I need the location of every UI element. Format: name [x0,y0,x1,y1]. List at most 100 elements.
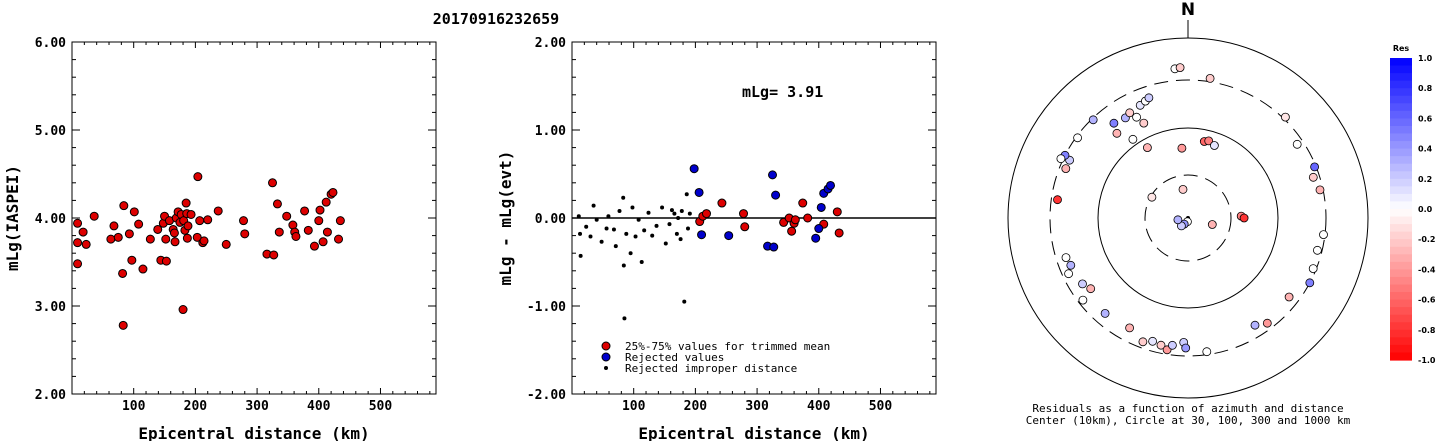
data-point [816,202,826,212]
data-point [282,211,292,221]
data-point [195,216,205,226]
data-point [769,242,779,252]
data-point [335,216,345,226]
data-point-improper [621,263,626,268]
station-residual-point [1109,118,1119,128]
y-tick-label: 2.00 [535,36,566,51]
data-point [73,259,83,269]
data-point-improper [639,260,644,264]
station-residual-point [1088,115,1098,125]
colorbar-band [1390,261,1412,270]
station-residual-point [1202,347,1212,357]
data-point [771,190,781,200]
data-point-improper [591,203,596,208]
legend-marker-rejected [601,352,611,362]
colorbar-band [1390,307,1412,316]
y-tick-label: -2.00 [527,388,566,403]
station-residual-point [1313,245,1322,255]
data-point [178,305,188,315]
data-point-improper [621,195,626,200]
data-point [153,224,163,234]
data-point [199,236,209,246]
colorbar-band [1390,141,1412,150]
data-point [161,256,171,266]
colorbar-band [1390,118,1412,127]
data-point-improper [650,233,655,238]
data-point-improper [606,214,611,219]
legend-marker-improper-distance [604,366,608,370]
y-tick-label: 6.00 [35,36,66,51]
data-point [689,164,699,174]
y-tick-label: -1.00 [527,300,566,315]
station-residual-point [1125,323,1134,333]
data-point-improper [576,214,581,219]
y-tick-label: 5.00 [35,124,66,139]
data-point [118,268,128,278]
colorbar-tick-label: -1.0 [1418,356,1436,365]
colorbar-tick-label: -0.4 [1418,265,1436,274]
data-point [193,172,203,182]
data-point-improper [578,253,583,258]
colorbar-band [1390,329,1412,338]
station-residual-point [1207,220,1217,229]
colorbar-band [1390,352,1412,361]
colorbar-band [1390,231,1412,240]
colorbar-band [1390,80,1412,89]
data-point [834,228,844,238]
x-axis-label: Epicentral distance (km) [138,424,369,441]
station-residual-point [1239,213,1249,223]
data-point-improper [687,211,692,216]
data-point [309,241,319,251]
colorbar-tick-label: -0.6 [1418,296,1436,305]
north-label: N [1181,0,1195,20]
data-point [697,230,707,240]
station-residual-point [1250,320,1260,330]
data-point [269,250,279,260]
data-point-improper [672,211,677,216]
data-point [291,231,301,241]
station-residual-point [1061,253,1071,263]
data-point [138,264,148,274]
data-point [318,237,328,247]
x-tick-label: 100 [122,399,146,414]
data-point [300,206,310,216]
station-residual-point [1168,340,1177,350]
data-point-improper [622,316,627,321]
colorbar-band [1390,344,1412,354]
data-point [78,227,88,237]
colorbar-band [1390,73,1412,82]
data-point-improper [613,244,618,249]
data-point-improper [663,241,668,246]
colorbar-tick-label: 1.0 [1418,54,1433,63]
data-point [803,213,813,223]
colorbar-band [1390,246,1412,255]
data-point [272,199,282,209]
data-point [314,216,324,226]
station-residual-point [1177,143,1187,153]
station-residual-point [1144,93,1154,103]
colorbar-band [1390,125,1412,135]
y-tick-label: 3.00 [35,300,66,315]
colorbar-band [1390,269,1412,278]
data-point [203,215,213,225]
data-point-improper [584,224,589,229]
data-point-improper [669,208,674,213]
data-point-improper [633,234,638,239]
data-point [790,215,800,225]
data-point-improper [630,205,635,210]
colorbar-band [1390,88,1412,97]
data-point [328,187,338,197]
data-point [717,198,727,208]
station-residual-point [1262,318,1272,328]
x-tick-label: 200 [684,399,708,414]
station-residual-point [1281,112,1290,122]
ring-30km [1144,174,1232,262]
data-point [124,229,134,239]
data-point [213,206,223,216]
station-residual-point [1147,192,1157,202]
station-residual-point [1292,139,1302,149]
station-residual-point [1139,118,1149,128]
colorbar-band [1390,254,1412,263]
colorbar-band [1390,201,1412,210]
data-point-improper [624,231,629,236]
